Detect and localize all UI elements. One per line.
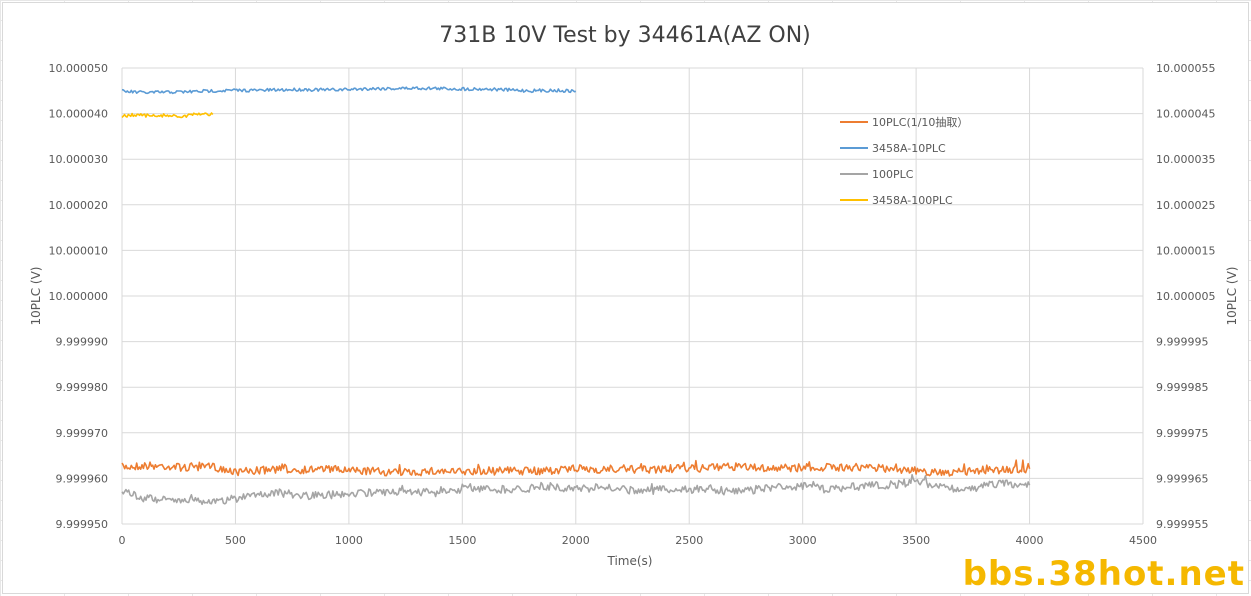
series-line-3 <box>121 112 214 119</box>
y-tick-label-left: 10.000010 <box>49 244 109 257</box>
x-tick-label: 1500 <box>448 534 476 547</box>
series-line-1 <box>121 86 577 95</box>
watermark: bbs.38hot.net <box>962 554 1245 594</box>
x-tick-label: 2000 <box>562 534 590 547</box>
y-tick-label-right: 9.999955 <box>1156 518 1209 531</box>
y-tick-label-left: 10.000020 <box>49 199 109 212</box>
x-tick-label: 1000 <box>335 534 363 547</box>
legend-label: 100PLC <box>872 168 914 181</box>
y-axis-label-left: 10PLC (V) <box>29 267 43 326</box>
series-line-0 <box>121 459 1031 477</box>
x-tick-label: 4500 <box>1129 534 1157 547</box>
y-tick-label-left: 10.000030 <box>49 153 109 166</box>
x-tick-label: 2500 <box>675 534 703 547</box>
x-tick-label: 3500 <box>902 534 930 547</box>
chart-title: 731B 10V Test by 34461A(AZ ON) <box>439 23 811 48</box>
y-tick-label-left: 9.999960 <box>56 472 109 485</box>
legend-label: 10PLC(1/10抽取） <box>872 115 968 129</box>
y-tick-label-left: 9.999950 <box>56 518 109 531</box>
y-tick-label-left: 10.000000 <box>49 290 109 303</box>
x-tick-label: 3000 <box>789 534 817 547</box>
y-tick-label-left: 10.000050 <box>49 62 109 75</box>
x-axis-label: Time(s) <box>607 554 653 568</box>
y-tick-label-right: 9.999985 <box>1156 381 1209 394</box>
y-axis-label-right: 10PLC (V) <box>1225 267 1239 326</box>
y-tick-label-right: 10.000015 <box>1156 244 1216 257</box>
y-tick-label-right: 9.999995 <box>1156 336 1209 349</box>
legend-label: 3458A-10PLC <box>872 142 946 155</box>
y-tick-label-right: 10.000045 <box>1156 108 1216 121</box>
y-tick-label-right: 10.000005 <box>1156 290 1216 303</box>
y-tick-label-left: 9.999980 <box>56 381 109 394</box>
y-tick-label-left: 10.000040 <box>49 108 109 121</box>
legend-label: 3458A-100PLC <box>872 194 953 207</box>
y-tick-label-right: 9.999965 <box>1156 472 1209 485</box>
y-tick-label-left: 9.999970 <box>56 427 109 440</box>
y-tick-label-left: 9.999990 <box>56 336 109 349</box>
y-tick-label-right: 10.000055 <box>1156 62 1216 75</box>
x-tick-label: 0 <box>119 534 126 547</box>
x-tick-label: 4000 <box>1016 534 1044 547</box>
y-tick-label-right: 10.000035 <box>1156 153 1216 166</box>
y-tick-label-right: 10.000025 <box>1156 199 1216 212</box>
x-tick-label: 500 <box>225 534 246 547</box>
series-line-2 <box>121 473 1031 506</box>
y-tick-label-right: 9.999975 <box>1156 427 1209 440</box>
